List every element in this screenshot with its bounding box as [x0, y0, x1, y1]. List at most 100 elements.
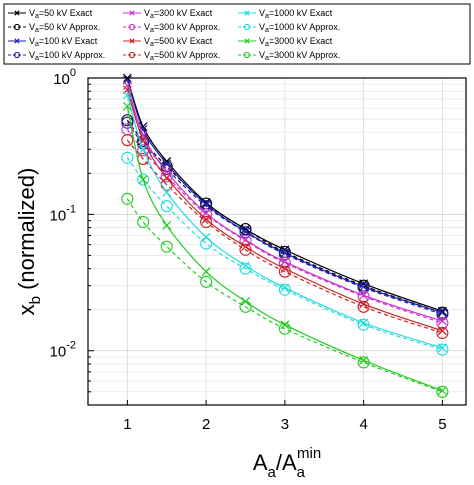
data-point: [160, 170, 173, 183]
data-point: [280, 248, 290, 258]
legend-marker: [14, 38, 20, 44]
legend-marker: [13, 51, 21, 59]
data-point: [357, 300, 370, 313]
data-point: [160, 200, 173, 213]
legend-box: [3, 3, 471, 65]
data-point: [239, 243, 252, 256]
legend-label: Va=300 kV Approx.: [144, 22, 220, 34]
series-group: [121, 134, 449, 340]
legend-marker: [14, 10, 20, 16]
x-tick-label: 2: [202, 416, 210, 433]
y-axis-title: xb (normalized): [14, 168, 44, 316]
data-point: [200, 275, 213, 288]
data-point: [436, 343, 449, 356]
series-line: [126, 157, 443, 351]
legend-entry: Va=500 kV Approx.: [123, 50, 220, 62]
data-point: [201, 267, 211, 277]
x-tick-label: 4: [359, 416, 367, 433]
legend-entry: Va=500 kV Exact: [123, 36, 213, 48]
x-tick-label: 1: [123, 416, 131, 433]
data-point: [357, 318, 370, 331]
legend-entry: Va=100 kV Approx.: [8, 50, 105, 62]
data-point: [241, 235, 250, 245]
data-point: [278, 322, 291, 335]
series-group: [122, 101, 447, 396]
series-group: [121, 151, 449, 356]
axes: 1 2 3 4 5 100 10-1 10-2: [50, 67, 447, 433]
legend-label: Va=500 kV Exact: [144, 36, 213, 48]
y-tick-label: 10-1: [50, 203, 76, 224]
legend-entry: Va=50 kV Approx.: [8, 22, 100, 34]
data-point: [280, 264, 290, 274]
y-tick-label: 100: [53, 67, 76, 88]
legend-entry: Va=300 kV Approx.: [123, 22, 220, 34]
legend-marker: [243, 51, 251, 59]
data-point: [200, 215, 213, 228]
legend-label: Va=100 kV Exact: [29, 36, 98, 48]
plot-series: [121, 73, 449, 398]
data-point: [436, 385, 449, 398]
legend-entry: Va=300 kV Exact: [123, 8, 213, 20]
series-group: [121, 192, 449, 398]
data-point: [436, 316, 449, 329]
grid: [88, 77, 466, 406]
legend-entry: Va=3000 kV Approx.: [238, 50, 340, 62]
legend-label: Va=100 kV Approx.: [29, 50, 105, 62]
data-point: [122, 101, 132, 111]
legend-label: Va=500 kV Approx.: [144, 50, 220, 62]
data-point: [121, 192, 134, 205]
legend-entry: Va=1000 kV Exact: [238, 8, 333, 20]
data-point: [278, 283, 291, 296]
data-point: [239, 300, 252, 313]
data-point: [121, 116, 134, 129]
legend-label: Va=1000 kV Approx.: [259, 22, 340, 34]
data-point: [201, 198, 211, 208]
legend-label: Va=1000 kV Exact: [259, 8, 333, 20]
data-point: [121, 151, 134, 164]
data-point: [239, 226, 252, 239]
data-point: [137, 215, 150, 228]
data-point: [436, 326, 449, 340]
data-point: [357, 356, 370, 369]
data-point: [359, 290, 369, 300]
data-point: [436, 308, 449, 321]
data-point: [160, 162, 173, 176]
legend-label: Va=300 kV Exact: [144, 8, 213, 20]
data-point: [239, 262, 252, 275]
legend-label: Va=3000 kV Approx.: [259, 50, 340, 62]
legend-marker: [13, 23, 21, 31]
series-group: [122, 90, 447, 353]
legend-marker: [243, 23, 251, 31]
legend-marker: [129, 38, 135, 44]
data-point: [200, 200, 213, 213]
data-point: [162, 187, 172, 197]
x-tick-label: 5: [438, 416, 446, 433]
data-point: [437, 386, 447, 396]
legend-entry: Va=3000 kV Exact: [238, 36, 333, 48]
data-point: [160, 240, 173, 253]
legend-label: Va=3000 kV Exact: [259, 36, 333, 48]
y-tick-label: 10-2: [50, 340, 76, 361]
data-point: [162, 173, 172, 183]
legend-entry: Va=50 kV Exact: [8, 8, 93, 20]
legend-entry: Va=100 kV Exact: [8, 36, 98, 48]
legend-marker: [244, 10, 250, 16]
data-point: [278, 265, 291, 278]
legend-marker: [128, 51, 136, 59]
data-point: [241, 242, 250, 252]
data-point: [359, 282, 369, 292]
x-axis-title: Aa/Aamin: [253, 445, 321, 481]
legend-entry: Va=1000 kV Approx.: [238, 22, 340, 34]
data-point: [357, 281, 370, 294]
plot-area-frame: [87, 77, 467, 406]
data-point: [138, 144, 148, 154]
data-point: [162, 220, 172, 230]
legend-label: Va=50 kV Exact: [29, 8, 93, 20]
data-point: [241, 226, 250, 236]
data-point: [280, 257, 290, 267]
series-line: [126, 198, 443, 393]
data-point: [122, 81, 132, 90]
legend-marker: [244, 38, 250, 44]
